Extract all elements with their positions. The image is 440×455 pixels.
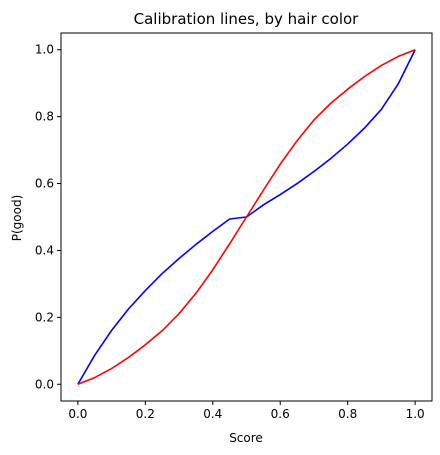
series-line-2 xyxy=(77,48,416,386)
x-axis-label: Score xyxy=(229,431,263,445)
chart-title: Calibration lines, by hair color xyxy=(134,10,360,28)
x-tick-label: 0.0 xyxy=(68,407,87,421)
y-axis: 0.0 0.2 0.4 0.6 0.8 1.0 xyxy=(35,43,61,391)
x-tick-label: 0.2 xyxy=(136,407,155,421)
plot-area xyxy=(77,48,416,386)
x-tick-label: 0.4 xyxy=(203,407,222,421)
y-axis-label: P(good) xyxy=(10,195,24,242)
x-tick-label: 1.0 xyxy=(406,407,425,421)
y-tick-label: 1.0 xyxy=(35,43,54,57)
plot-frame xyxy=(60,32,433,402)
y-tick-label: 0.4 xyxy=(35,243,54,257)
y-tick-label: 0.0 xyxy=(35,377,54,391)
y-tick-label: 0.6 xyxy=(35,177,54,191)
x-axis: 0.0 0.2 0.4 0.6 0.8 1.0 xyxy=(68,401,425,421)
x-tick-label: 0.6 xyxy=(271,407,290,421)
x-tick-label: 0.8 xyxy=(338,407,357,421)
y-tick-label: 0.2 xyxy=(35,310,54,324)
y-tick-label: 0.8 xyxy=(35,110,54,124)
